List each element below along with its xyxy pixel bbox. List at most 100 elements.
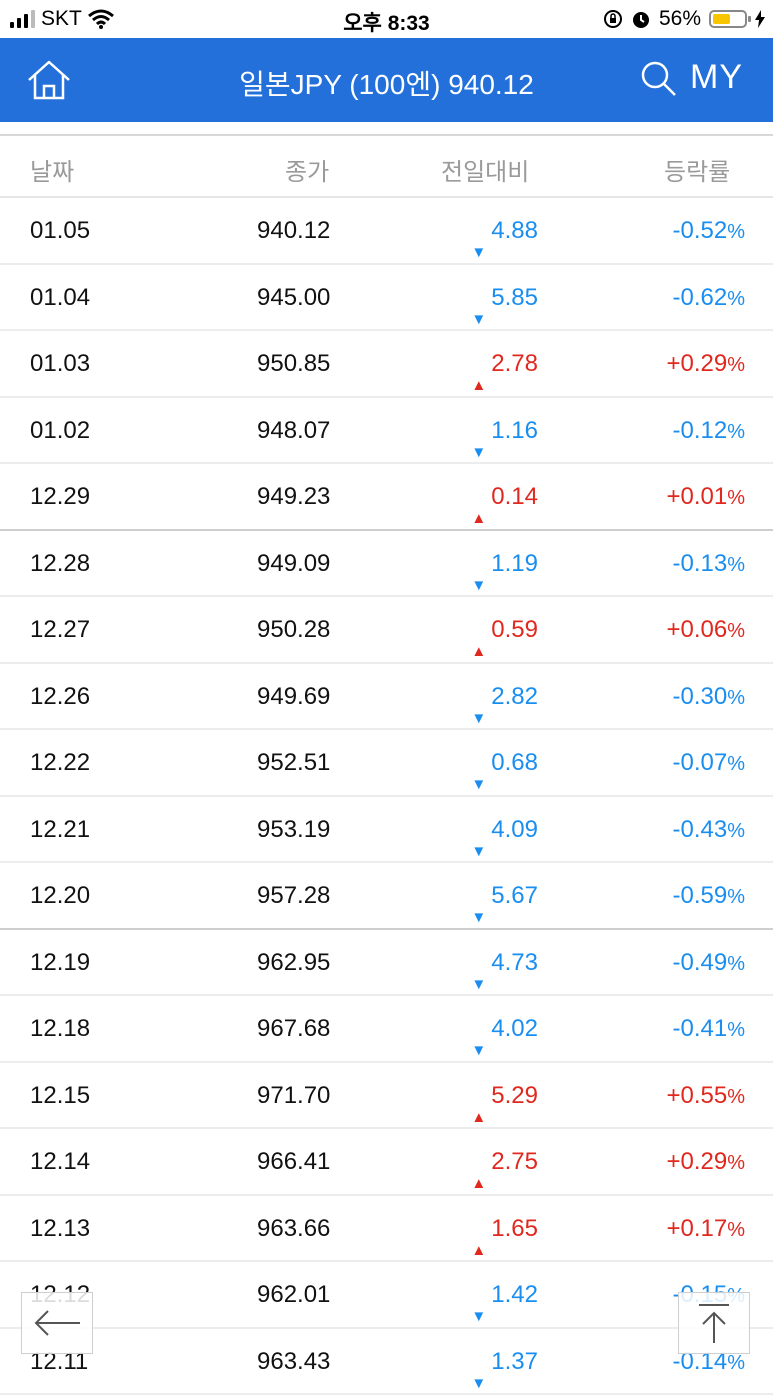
percent-sign: % <box>727 1086 745 1108</box>
status-bar: SKT 오후 8:33 56% <box>0 0 773 38</box>
table-row[interactable]: 12.13 963.66 ▲1.65 +0.17% <box>0 1196 773 1263</box>
row-close: 967.68 <box>257 1015 330 1043</box>
row-change: ▲2.75 <box>471 1148 538 1176</box>
row-rate-value: -0.49 <box>673 949 728 976</box>
percent-sign: % <box>727 354 745 376</box>
row-close: 949.23 <box>257 483 330 511</box>
row-change: ▼1.37 <box>471 1348 538 1376</box>
row-close: 940.12 <box>257 217 330 245</box>
row-rate-value: -0.62 <box>673 284 728 311</box>
row-date: 12.27 <box>30 616 90 644</box>
row-rate: +0.55% <box>666 1082 745 1110</box>
row-rate: +0.01% <box>666 483 745 511</box>
row-date: 12.19 <box>30 949 90 977</box>
row-change-value: 1.37 <box>491 1348 538 1375</box>
row-rate-value: +0.29 <box>666 350 727 377</box>
row-rate: +0.17% <box>666 1215 745 1243</box>
percent-sign: % <box>727 820 745 842</box>
row-date: 12.20 <box>30 882 90 910</box>
arrow-left-icon <box>22 1293 92 1353</box>
row-date: 12.28 <box>30 550 90 578</box>
row-close: 962.01 <box>257 1281 330 1309</box>
row-rate-value: +0.01 <box>666 483 727 510</box>
row-change-value: 4.73 <box>491 949 538 976</box>
percent-sign: % <box>727 487 745 509</box>
table-header: 날짜 종가 전일대비 등락률 <box>0 136 773 198</box>
arrow-up-icon <box>679 1293 749 1353</box>
row-change: ▼4.09 <box>471 816 538 844</box>
table-row[interactable]: 12.12962.01▼1.42-0.15% <box>0 1262 773 1329</box>
row-change-value: 5.67 <box>491 882 538 909</box>
row-rate: -0.13% <box>673 550 746 578</box>
row-close: 952.51 <box>257 749 330 777</box>
back-button[interactable] <box>21 1292 93 1354</box>
row-change-value: 2.82 <box>491 683 538 710</box>
alarm-icon <box>631 9 651 29</box>
row-close: 963.66 <box>257 1215 330 1243</box>
row-date: 12.13 <box>30 1215 90 1243</box>
row-rate-value: +0.29 <box>666 1148 727 1175</box>
triangle-down-icon: ▼ <box>471 244 486 261</box>
row-close: 950.85 <box>257 350 330 378</box>
row-change-value: 1.65 <box>491 1215 538 1242</box>
row-date: 12.21 <box>30 816 90 844</box>
row-rate: +0.29% <box>666 350 745 378</box>
triangle-down-icon: ▼ <box>471 1375 486 1392</box>
row-change: ▼4.88 <box>471 217 538 245</box>
row-change: ▼0.68 <box>471 749 538 777</box>
row-rate: -0.30% <box>673 683 746 711</box>
row-rate: -0.12% <box>673 417 746 445</box>
triangle-down-icon: ▼ <box>471 577 486 594</box>
row-change-value: 0.68 <box>491 749 538 776</box>
row-date: 12.15 <box>30 1082 90 1110</box>
row-date: 12.22 <box>30 749 90 777</box>
row-rate: -0.07% <box>673 749 746 777</box>
row-change-value: 1.16 <box>491 417 538 444</box>
row-change: ▲0.14 <box>471 483 538 511</box>
row-change: ▲1.65 <box>471 1215 538 1243</box>
column-header-close: 종가 <box>285 152 329 187</box>
row-change: ▼4.02 <box>471 1015 538 1043</box>
row-change: ▼1.19 <box>471 550 538 578</box>
scroll-top-button[interactable] <box>678 1292 750 1354</box>
my-button[interactable]: MY <box>690 58 743 97</box>
row-change-value: 1.42 <box>491 1281 538 1308</box>
row-date: 01.03 <box>30 350 90 378</box>
table-row[interactable]: 12.22 952.51 ▼0.68 -0.07% <box>0 730 773 797</box>
row-rate-value: +0.55 <box>666 1082 727 1109</box>
percent-sign: % <box>727 1219 745 1241</box>
row-change-value: 4.88 <box>491 217 538 244</box>
search-icon[interactable] <box>638 58 678 98</box>
row-rate: -0.43% <box>673 816 746 844</box>
percent-sign: % <box>727 221 745 243</box>
row-rate-value: -0.52 <box>673 217 728 244</box>
row-change: ▼4.73 <box>471 949 538 977</box>
row-close: 966.41 <box>257 1148 330 1176</box>
percent-sign: % <box>727 620 745 642</box>
row-change: ▲5.29 <box>471 1082 538 1110</box>
row-rate-value: -0.07 <box>673 749 728 776</box>
row-date: 12.26 <box>30 683 90 711</box>
row-rate-value: -0.13 <box>673 550 728 577</box>
triangle-up-icon: ▲ <box>471 643 486 660</box>
app-header: 일본JPY (100엔) 940.12 MY <box>0 38 773 122</box>
rotation-lock-icon <box>603 9 623 29</box>
triangle-down-icon: ▼ <box>471 909 486 926</box>
row-change-value: 0.59 <box>491 616 538 643</box>
row-date: 01.04 <box>30 284 90 312</box>
